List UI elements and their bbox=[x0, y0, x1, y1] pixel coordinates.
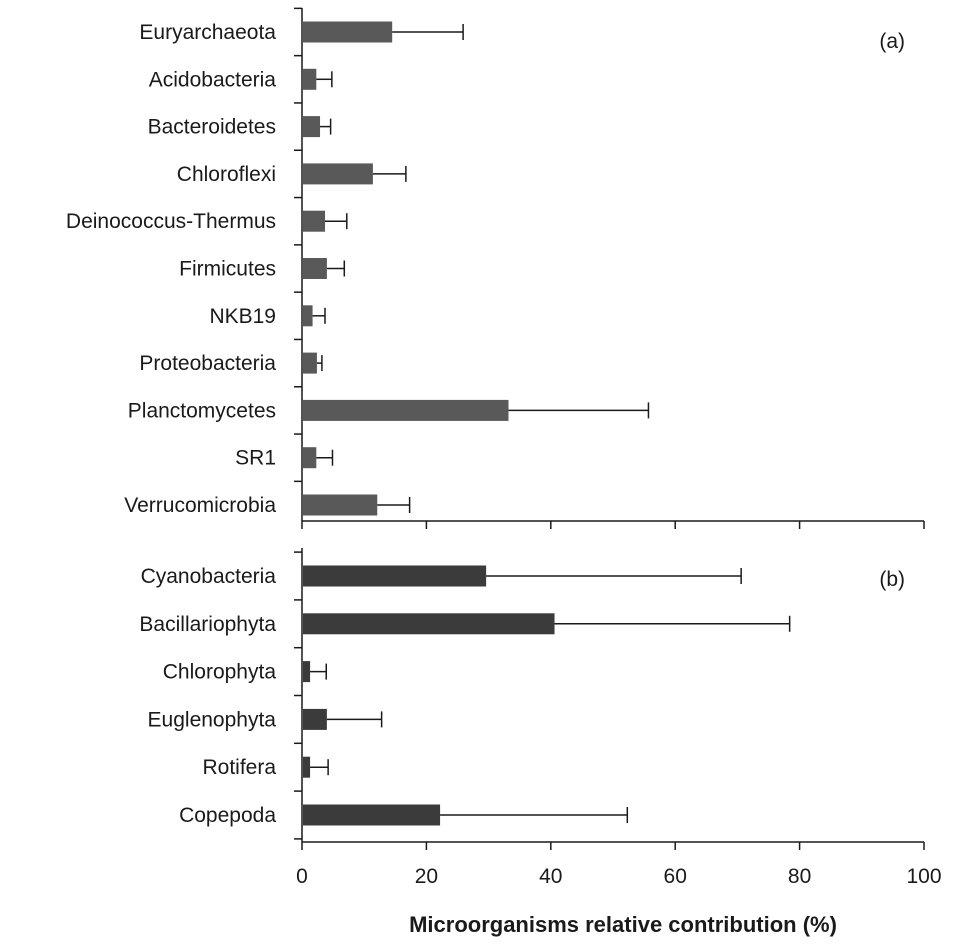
bar bbox=[303, 21, 393, 43]
bar bbox=[303, 661, 311, 683]
x-tick-label: 80 bbox=[788, 865, 811, 888]
bar bbox=[303, 352, 317, 374]
x-tick-label: 0 bbox=[296, 865, 308, 888]
category-label: Verrucomicrobia bbox=[124, 494, 276, 517]
bar bbox=[303, 494, 378, 516]
category-label: Copepoda bbox=[179, 804, 276, 827]
x-tick-label: 60 bbox=[664, 865, 687, 888]
bar bbox=[303, 565, 487, 587]
bar bbox=[303, 708, 327, 730]
bar bbox=[303, 804, 441, 826]
bar bbox=[303, 116, 321, 138]
bar bbox=[303, 258, 327, 279]
category-label: Rotifera bbox=[202, 756, 276, 779]
category-label: Chloroflexi bbox=[177, 163, 276, 186]
category-label: Planctomycetes bbox=[128, 399, 276, 422]
bar bbox=[303, 756, 311, 778]
bar bbox=[303, 447, 317, 469]
bar bbox=[303, 399, 509, 421]
category-label: Euryarchaeota bbox=[139, 21, 276, 44]
category-label: SR1 bbox=[235, 447, 276, 470]
x-axis-title: Microorganisms relative contribution (%) bbox=[409, 912, 837, 937]
category-label: Euglenophyta bbox=[148, 708, 277, 731]
bar bbox=[303, 68, 317, 90]
category-label: Bacteroidetes bbox=[148, 116, 276, 139]
x-tick-label: 20 bbox=[415, 865, 438, 888]
panel-b-label: (b) bbox=[879, 568, 905, 591]
x-tick-label: 40 bbox=[539, 865, 562, 888]
category-label: NKB19 bbox=[209, 305, 276, 328]
category-label: Chlorophyta bbox=[163, 661, 277, 684]
bar bbox=[303, 305, 313, 327]
bar bbox=[303, 613, 555, 635]
panel-a-label: (a) bbox=[879, 30, 905, 53]
bar bbox=[303, 210, 326, 232]
category-label: Cyanobacteria bbox=[141, 565, 277, 588]
category-label: Proteobacteria bbox=[139, 352, 276, 375]
category-label: Deinococcus-Thermus bbox=[66, 210, 276, 233]
category-label: Firmicutes bbox=[179, 258, 276, 281]
bar bbox=[303, 163, 373, 185]
category-label: Acidobacteria bbox=[149, 68, 277, 91]
category-label: Bacillariophyta bbox=[139, 613, 276, 636]
x-tick-label: 100 bbox=[906, 865, 941, 888]
